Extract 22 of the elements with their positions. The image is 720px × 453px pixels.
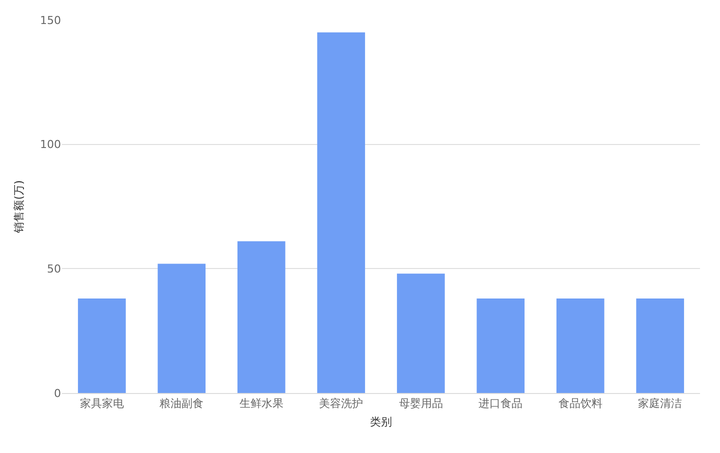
bar: [78, 298, 126, 393]
x-tick-label: 粮油副食: [160, 397, 204, 410]
bar: [636, 298, 684, 393]
x-tick-label: 母婴用品: [398, 397, 443, 410]
bar: [237, 241, 286, 393]
y-tick-label: 0: [54, 386, 61, 400]
bar: [476, 298, 525, 393]
x-tick-label: 美容洗护: [319, 397, 364, 410]
x-axis-title: 类别: [370, 415, 392, 428]
x-tick-label: 家庭清洁: [638, 397, 682, 410]
y-axis-title: 销售额(万): [12, 180, 26, 234]
y-tick-label: 50: [47, 262, 61, 276]
y-tick-label: 150: [40, 14, 61, 27]
x-tick-label: 食品饮料: [558, 397, 602, 410]
x-tick-label: 生鲜水果: [239, 397, 284, 410]
x-tick-label: 进口食品: [478, 397, 523, 410]
bar: [317, 32, 366, 393]
bar: [556, 298, 604, 393]
bar: [396, 274, 445, 393]
x-tick-label: 家具家电: [80, 397, 124, 410]
bar: [158, 264, 206, 393]
y-tick-label: 100: [40, 138, 61, 152]
